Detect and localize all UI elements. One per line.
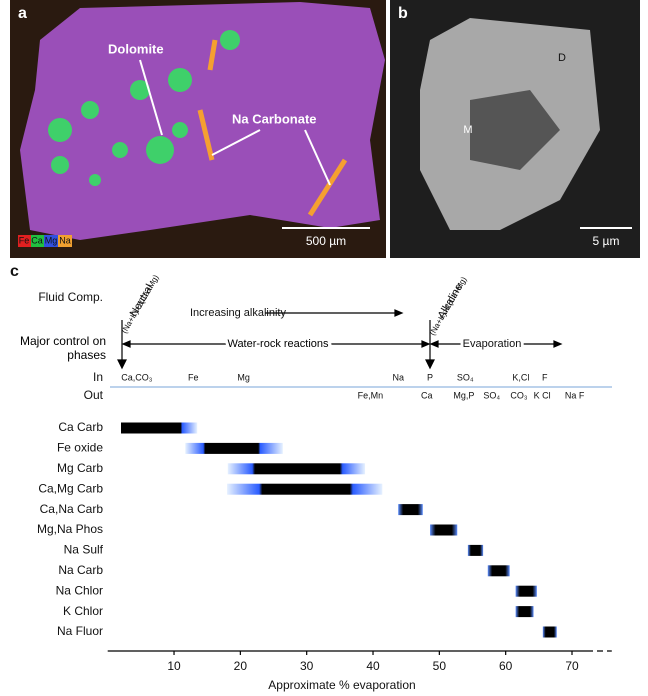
row-label: K Chlor [63,604,103,618]
panel-a: a Dolomite Na Carbonate 500 µm Fe Ca Mg … [10,0,386,258]
row-label: Na Chlor [56,583,103,597]
scale-bar-label: 5 µm [593,234,620,248]
out-label: Fe,Mn [358,390,384,400]
range-bar [467,544,484,556]
annotation: M [463,124,472,136]
in-label: Fe [188,372,199,382]
legend-label: Mg [45,235,58,245]
row-label: Mg Carb [57,461,103,475]
annotation: Na Carbonate [232,111,317,126]
out-label: Mg,P [453,390,474,400]
out-label: SO₄ [483,390,500,400]
row-label: Na Carb [58,563,103,577]
panel-label: b [398,5,408,22]
core-bar [262,484,350,495]
dolomite-grains [48,30,240,186]
panel-label: c [10,263,19,280]
out-label: CO₃ [510,390,528,400]
x-tick-label: 40 [366,659,380,673]
x-tick-label: 20 [234,659,248,673]
row-label: Na Fluor [57,624,103,638]
row-title: Out [84,388,104,402]
x-tick-label: 30 [300,659,314,673]
range-bar [227,463,366,475]
in-label: Ca,CO₃ [121,372,153,382]
row-title: Major control on phases [19,334,106,362]
core-bar [121,423,181,434]
in-label: P [427,372,433,382]
range-bar [120,422,198,434]
core-bar [205,443,258,454]
in-label: Na [392,372,404,382]
annotation: (Na+K)>2(Ca+Mg) [428,275,469,337]
range-bar [542,626,557,638]
legend-label: Na [59,235,71,245]
range-bar [515,606,534,618]
core-bar [255,463,340,474]
x-tick-label: 10 [167,659,181,673]
x-axis-label: Approximate % evaporation [268,678,415,692]
annotation: D [558,52,566,64]
row-title: In [93,370,103,384]
legend-label: Ca [31,235,43,245]
x-tick-label: 70 [565,659,579,673]
range-bar [227,483,383,495]
x-tick-label: 50 [433,659,447,673]
row-label: Na Sulf [64,543,104,557]
legend: Fe Ca Mg Na [18,235,72,247]
row-label: Ca,Na Carb [40,502,104,516]
out-label: Ca [421,390,433,400]
row-label: Ca Carb [58,420,103,434]
in-label: Mg [237,372,250,382]
out-label: Na F [565,390,585,400]
range-bar [515,585,537,597]
legend-label: Fe [19,235,30,245]
crystal-core [470,90,560,170]
row-title: Fluid Comp. [38,290,103,304]
row-label: Fe oxide [57,441,103,455]
in-label: K,Cl [512,372,529,382]
row-label: Ca,Mg Carb [38,481,103,495]
panel-label: a [18,5,27,22]
in-label: SO₄ [457,372,474,382]
annotation: Evaporation [463,338,522,350]
range-bar [487,565,510,577]
annotation: (Na+K)>2(Ca+Mg) [120,273,161,335]
out-label: K Cl [534,390,551,400]
range-bar [185,442,283,454]
in-label: F [542,372,548,382]
na-carbonate-veins [197,39,348,217]
panel-b: b D M 5 µm [390,0,640,258]
arrows [139,59,331,186]
arrows [117,309,563,370]
row-title-box: Major control on phases [19,334,106,362]
annotation: Water-rock reactions [227,338,329,350]
annotation: Dolomite [108,41,164,56]
range-bar [398,504,423,516]
annotation: Increasing alkalinity [190,307,286,319]
row-label: Mg,Na Phos [37,522,103,536]
x-tick-label: 60 [499,659,513,673]
scale-bar-label: 500 µm [306,234,346,248]
range-bar [430,524,458,536]
